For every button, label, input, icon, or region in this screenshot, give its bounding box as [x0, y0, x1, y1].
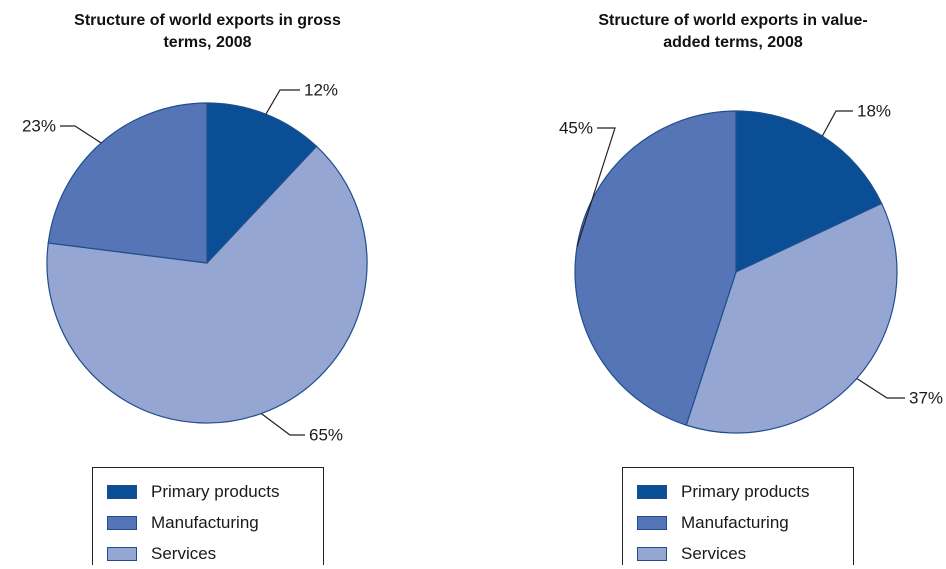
- leader-line-services: [60, 125, 102, 144]
- leader-line-primary-products: [821, 110, 853, 137]
- pie-slice-services: [574, 110, 737, 426]
- legend-swatch-services: [637, 546, 667, 561]
- legend-gross: Primary products Manufacturing Services: [92, 467, 324, 565]
- chart-title-value-added-line2: added terms, 2008: [663, 34, 803, 51]
- pie-chart-value-added: 18% 37% 45%: [559, 101, 943, 434]
- legend-item-services: Services: [623, 538, 853, 569]
- legend-item-primary-products: Primary products: [623, 476, 853, 507]
- pie-slice-services: [47, 102, 208, 264]
- chart-panel-gross: Structure of world exports in gross term…: [0, 0, 473, 565]
- legend-item-primary-products: Primary products: [93, 476, 323, 507]
- chart-panel-value-added: Structure of world exports in value- add…: [473, 0, 946, 565]
- data-label-services: 23%: [22, 116, 56, 135]
- legend-item-manufacturing: Manufacturing: [93, 507, 323, 538]
- legend-swatch-manufacturing: [637, 515, 667, 530]
- legend-swatch-primary-products: [107, 484, 137, 499]
- data-label-primary-products: 12%: [304, 80, 338, 99]
- legend-label-manufacturing: Manufacturing: [151, 512, 259, 532]
- legend-swatch-services: [107, 546, 137, 561]
- leader-line-services: [576, 127, 616, 247]
- data-label-services: 45%: [559, 118, 593, 137]
- data-label-primary-products: 18%: [857, 101, 891, 120]
- legend-swatch-manufacturing: [107, 515, 137, 530]
- pie-slice-manufacturing: [685, 202, 898, 434]
- legend-swatch-primary-products: [637, 484, 667, 499]
- chart-title-gross: Structure of world exports in gross term…: [20, 10, 395, 54]
- legend-label-services: Services: [681, 543, 747, 563]
- leader-line-primary-products: [265, 89, 300, 115]
- legend-label-services: Services: [151, 543, 217, 563]
- legend-value-added: Primary products Manufacturing Services: [622, 467, 854, 565]
- leader-line-manufacturing: [260, 413, 305, 436]
- pie-chart-gross: 12% 65% 23%: [22, 80, 368, 444]
- legend-item-services: Services: [93, 538, 323, 569]
- legend-item-manufacturing: Manufacturing: [623, 507, 853, 538]
- legend-label-manufacturing: Manufacturing: [681, 512, 789, 532]
- chart-title-value-added: Structure of world exports in value- add…: [543, 10, 923, 54]
- pie-slice-primary-products: [206, 102, 318, 265]
- chart-title-value-added-line1: Structure of world exports in value-: [598, 12, 868, 29]
- data-label-manufacturing: 37%: [909, 388, 943, 407]
- data-label-manufacturing: 65%: [309, 425, 343, 444]
- leader-line-manufacturing: [856, 377, 905, 399]
- legend-label-primary-products: Primary products: [681, 481, 810, 501]
- legend-label-primary-products: Primary products: [151, 481, 280, 501]
- chart-title-gross-line2: terms, 2008: [163, 34, 252, 51]
- chart-title-gross-line1: Structure of world exports in gross: [74, 12, 341, 29]
